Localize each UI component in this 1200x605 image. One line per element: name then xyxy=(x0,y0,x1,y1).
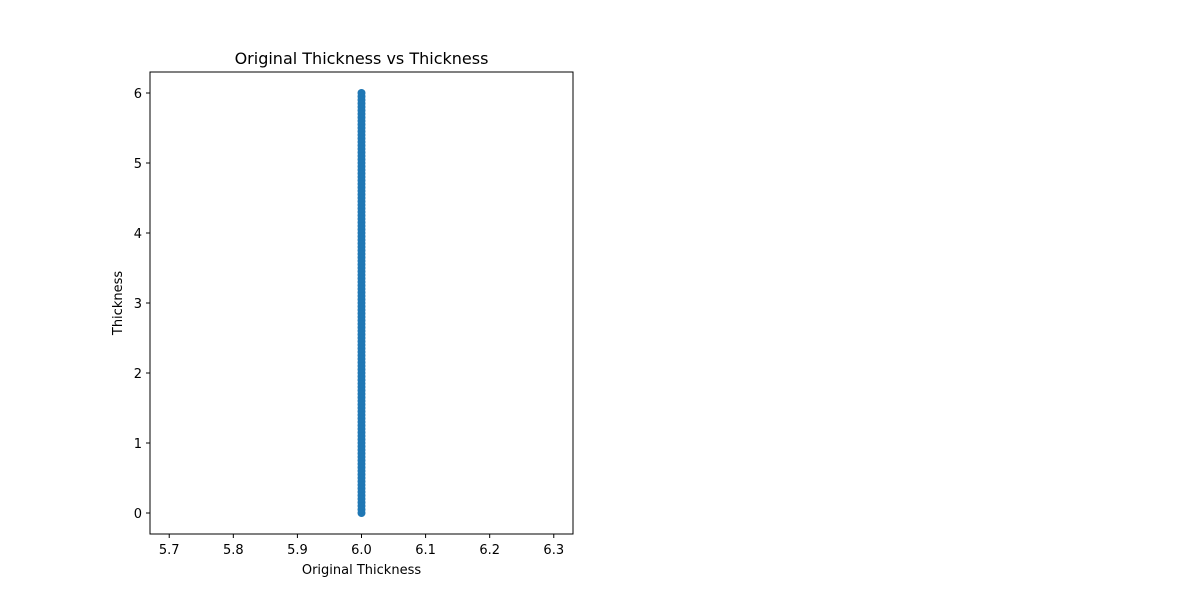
y-tick-label: 0 xyxy=(134,507,142,522)
points-layer xyxy=(357,89,366,517)
x-axis-label: Original Thickness xyxy=(302,563,421,578)
y-axis: 0 1 2 3 4 5 6 xyxy=(134,87,150,522)
x-tick-label: 5.7 xyxy=(159,543,180,558)
x-tick-label: 6.0 xyxy=(351,543,372,558)
y-tick-label: 1 xyxy=(134,437,142,452)
data-point xyxy=(357,89,366,97)
y-tick-label: 5 xyxy=(134,157,142,172)
x-tick-label: 6.1 xyxy=(415,543,436,558)
x-tick-label: 5.9 xyxy=(287,543,308,558)
y-tick-label: 3 xyxy=(134,297,142,312)
y-tick-label: 2 xyxy=(134,367,142,382)
y-axis-label: Thickness xyxy=(111,271,126,336)
y-tick-label: 4 xyxy=(134,227,142,242)
y-tick-label: 6 xyxy=(134,87,142,102)
x-tick-label: 5.8 xyxy=(223,543,244,558)
x-tick-label: 6.3 xyxy=(543,543,564,558)
chart-title: Original Thickness vs Thickness xyxy=(235,49,489,68)
x-axis: 5.7 5.8 5.9 6.0 6.1 6.2 6.3 xyxy=(159,534,564,558)
x-tick-label: 6.2 xyxy=(479,543,500,558)
